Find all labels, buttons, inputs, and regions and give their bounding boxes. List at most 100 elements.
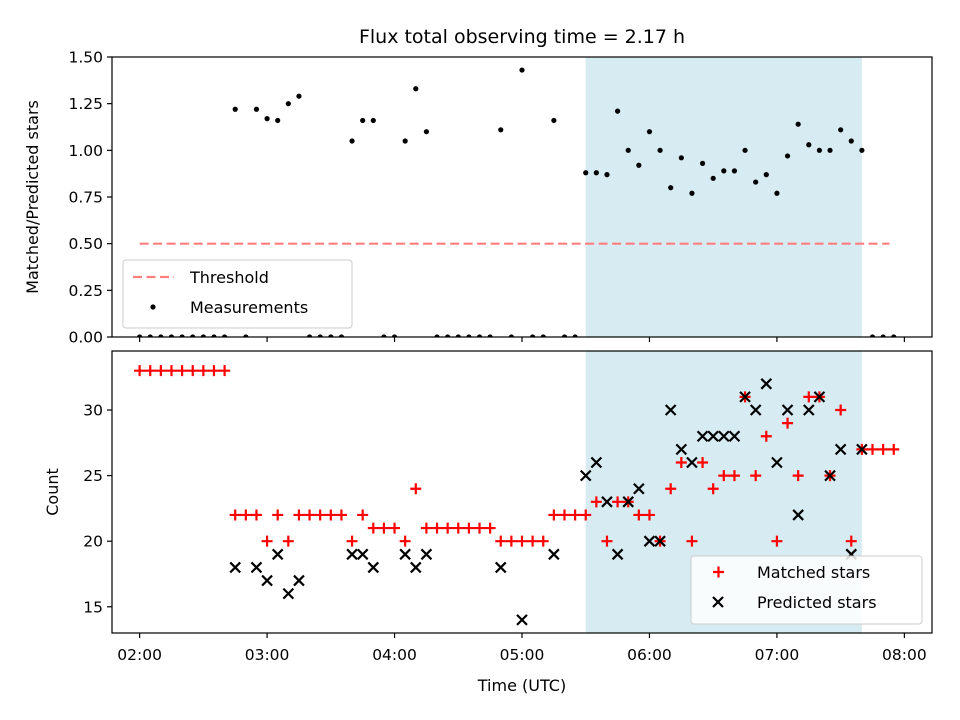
matched-star-point: [495, 535, 507, 547]
predicted-star-point: [686, 456, 698, 469]
measurement-point: [455, 334, 461, 337]
measurement-point: [179, 334, 185, 337]
matched-star-point: [357, 509, 369, 521]
top-panel: 0.00 0.25 0.50 0.75 1.00 1.25 1.50: [68, 49, 933, 347]
matched-star-point: [590, 496, 602, 508]
legend-threshold-label: Threshold: [189, 268, 269, 287]
matched-star-point: [888, 443, 900, 455]
matched-star-point: [601, 535, 613, 547]
matched-star-point: [771, 535, 783, 547]
measurement-point: [721, 168, 727, 174]
bottom-y-tick-label: 30: [83, 402, 103, 420]
predicted-star-point: [261, 574, 273, 587]
measurement-point: [891, 334, 897, 337]
predicted-star-point: [749, 404, 762, 416]
measurement-point: [381, 334, 387, 337]
x-tick-label: 04:00: [372, 646, 417, 664]
predicted-star-point: [622, 496, 634, 508]
measurement-point: [476, 334, 483, 337]
matched-star-point: [697, 456, 709, 468]
matched-star-point: [707, 483, 719, 495]
predicted-star-point: [781, 404, 794, 416]
top-marks: [137, 67, 897, 337]
matched-star-point: [399, 535, 411, 547]
predicted-star-point: [367, 561, 380, 574]
measurement-point: [614, 108, 621, 114]
measurement-point: [402, 138, 408, 144]
top-y-tick-label: 0.50: [68, 235, 103, 253]
measurement-point: [753, 179, 759, 185]
legend-measurement-swatch: [150, 304, 156, 310]
matched-star-point: [144, 365, 156, 377]
predicted-star-point: [611, 548, 624, 561]
matched-star-point: [219, 365, 231, 377]
top-y-tick-label: 1.25: [68, 95, 103, 113]
predicted-star-point: [856, 443, 868, 456]
matched-star-point: [643, 509, 655, 521]
matched-star-point: [410, 483, 422, 495]
matched-star-point: [431, 522, 443, 534]
predicted-star-point: [813, 391, 826, 403]
matched-star-point: [665, 483, 677, 495]
measurement-point: [147, 334, 153, 337]
x-axis-label: Time (UTC): [477, 676, 566, 695]
predicted-star-point: [410, 561, 422, 574]
measurement-point: [742, 147, 748, 153]
matched-star-point: [282, 535, 294, 547]
matched-star-point: [484, 522, 496, 534]
predicted-star-point: [548, 548, 560, 561]
matched-star-point: [208, 365, 220, 377]
matched-star-point: [760, 430, 772, 442]
matched-star-point: [165, 365, 177, 377]
matched-star-point: [867, 443, 879, 455]
matched-star-point: [537, 535, 549, 547]
matched-star-point: [389, 522, 401, 534]
matched-star-point: [474, 522, 486, 534]
bottom-y-axis-label: Count: [43, 468, 62, 516]
matched-star-point: [187, 365, 199, 377]
legend-matched-swatch: [713, 566, 724, 578]
measurement-point: [434, 334, 440, 337]
matched-star-point: [612, 496, 624, 508]
measurement-point: [710, 175, 716, 181]
measurement-point: [530, 334, 536, 337]
matched-star-point: [792, 470, 804, 482]
matched-star-point: [548, 509, 560, 521]
matched-star-point: [272, 509, 284, 521]
predicted-star-point: [675, 443, 688, 456]
predicted-star-point: [728, 430, 741, 443]
predicted-star-point: [834, 443, 847, 456]
predicted-star-point: [590, 456, 603, 469]
predicted-star-point: [399, 548, 411, 561]
measurement-point: [391, 334, 398, 337]
measurement-point: [678, 155, 684, 161]
measurement-point: [636, 162, 642, 168]
matched-star-point: [314, 509, 326, 521]
predicted-star-point: [718, 430, 730, 443]
x-tick-label: 06:00: [627, 646, 672, 664]
legend-predicted-label: Predicted stars: [757, 593, 877, 612]
measurement-point: [806, 142, 812, 148]
predicted-star-point: [420, 548, 433, 561]
top-y-tick-label: 1.50: [68, 49, 103, 67]
measurement-point: [445, 334, 451, 337]
matched-star-point: [750, 470, 762, 482]
measurement-point: [880, 334, 886, 337]
measurement-point: [848, 138, 854, 144]
predicted-star-point: [516, 614, 528, 626]
top-shaded-interval: [585, 57, 862, 337]
measurement-point: [646, 129, 653, 135]
predicted-star-point: [792, 509, 804, 521]
predicted-star-point: [250, 561, 263, 574]
top-y-tick-label: 0.00: [68, 329, 103, 347]
legend-measurement-label: Measurements: [190, 298, 308, 317]
legend-box: [122, 259, 353, 329]
measurement-point: [137, 334, 143, 337]
measurement-point: [253, 106, 260, 112]
bottom-y-tick-label: 20: [83, 533, 103, 551]
measurement-point: [232, 106, 238, 112]
measurement-point: [370, 117, 376, 124]
predicted-star-point: [346, 548, 358, 561]
predicted-star-point: [579, 469, 592, 482]
measurement-point: [168, 334, 175, 337]
